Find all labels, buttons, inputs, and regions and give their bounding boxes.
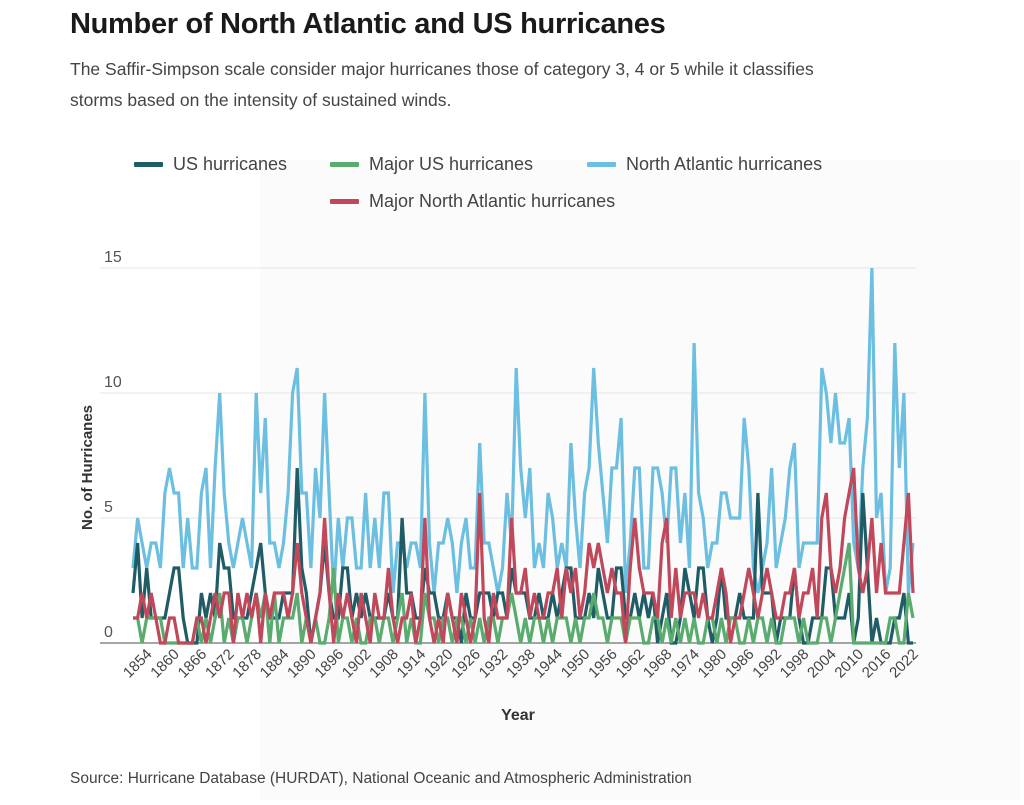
y-tick-label: 10 bbox=[104, 374, 122, 391]
x-tick-label: 1860 bbox=[147, 646, 183, 682]
x-tick-label: 2004 bbox=[804, 646, 840, 682]
legend-swatch bbox=[134, 162, 163, 167]
x-tick-label: 2022 bbox=[886, 646, 922, 682]
x-tick-label: 1950 bbox=[558, 646, 594, 682]
x-tick-label: 1986 bbox=[722, 646, 758, 682]
x-tick-label: 1932 bbox=[476, 646, 512, 682]
legend-label: North Atlantic hurricanes bbox=[626, 154, 823, 174]
legend-label: Major North Atlantic hurricanes bbox=[369, 191, 616, 211]
legend-swatch bbox=[330, 199, 359, 204]
x-tick-label: 1908 bbox=[366, 646, 402, 682]
x-tick-label: 1962 bbox=[613, 646, 649, 682]
legend-swatch bbox=[587, 162, 616, 167]
x-tick-label: 1872 bbox=[202, 646, 238, 682]
legend-label: US hurricanes bbox=[173, 154, 288, 174]
x-tick-label: 1854 bbox=[120, 646, 156, 682]
x-tick-label: 1968 bbox=[640, 646, 676, 682]
x-tick-label: 1944 bbox=[530, 646, 566, 682]
y-tick-label: 0 bbox=[104, 624, 113, 641]
chart-subtitle: The Saffir-Simpson scale consider major … bbox=[70, 59, 814, 110]
x-tick-label: 1914 bbox=[394, 646, 430, 682]
x-tick-label: 1956 bbox=[585, 646, 621, 682]
x-tick-label: 1878 bbox=[229, 646, 265, 682]
legend-label: Major US hurricanes bbox=[369, 154, 534, 174]
legend-item-major-us-hurricanes[interactable]: Major US hurricanes bbox=[330, 154, 533, 175]
legend-item-major-north-atlantic-hurricanes[interactable]: Major North Atlantic hurricanes bbox=[330, 191, 615, 212]
series-line-north-atlantic-hurricanes bbox=[131, 267, 915, 594]
x-tick-label: 1992 bbox=[749, 646, 785, 682]
x-tick-label: 1926 bbox=[448, 646, 484, 682]
series-line-major-north-atlantic-hurricanes bbox=[133, 467, 915, 645]
y-tick-label: 15 bbox=[104, 249, 122, 266]
x-axis-title: Year bbox=[501, 707, 535, 724]
x-tick-label: 1902 bbox=[339, 646, 375, 682]
x-tick-label: 1974 bbox=[667, 646, 703, 682]
x-tick-label: 1938 bbox=[503, 646, 539, 682]
y-tick-label: 5 bbox=[104, 499, 113, 516]
x-tick-label: 2010 bbox=[831, 646, 867, 682]
x-tick-label: 1980 bbox=[695, 646, 731, 682]
legend-item-north-atlantic-hurricanes[interactable]: North Atlantic hurricanes bbox=[587, 154, 822, 175]
x-tick-label: 1866 bbox=[175, 646, 211, 682]
legend-item-us-hurricanes[interactable]: US hurricanes bbox=[134, 154, 287, 175]
x-tick-label: 1896 bbox=[311, 646, 347, 682]
x-tick-label: 2016 bbox=[859, 646, 895, 682]
y-axis-title: No. of Hurricanes bbox=[79, 405, 96, 530]
chart-title: Number of North Atlantic and US hurrican… bbox=[70, 8, 666, 40]
x-tick-label: 1884 bbox=[257, 646, 293, 682]
x-tick-label: 1920 bbox=[421, 646, 457, 682]
x-tick-label: 1890 bbox=[284, 646, 320, 682]
series-line-us-hurricanes bbox=[131, 467, 913, 645]
source-note: Source: Hurricane Database (HURDAT), Nat… bbox=[70, 770, 692, 787]
legend-swatch bbox=[330, 162, 359, 167]
x-tick-label: 1998 bbox=[777, 646, 813, 682]
